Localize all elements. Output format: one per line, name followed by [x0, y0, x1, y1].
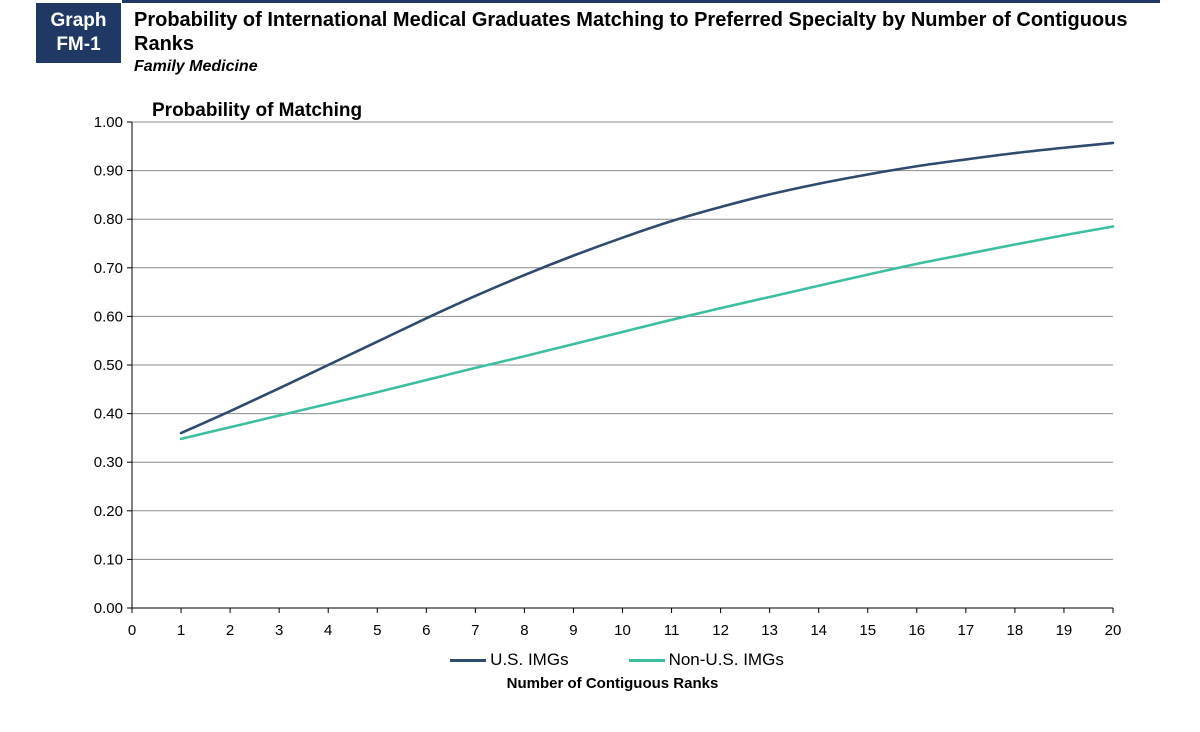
y-tick-label: 0.80 — [94, 211, 123, 228]
badge-line-2: FM-1 — [56, 34, 101, 55]
y-tick-label: 0.10 — [94, 551, 123, 568]
page-subtitle: Family Medicine — [134, 58, 258, 75]
x-tick-label: 6 — [422, 622, 430, 639]
x-tick-label: 15 — [859, 622, 876, 639]
y-tick-label: 0.00 — [94, 600, 123, 617]
x-tick-label: 14 — [810, 622, 827, 639]
y-axis-ticks: 0.00 0.10 0.20 0.30 0.40 0.50 0.60 0.70 0.80 0.90… — [94, 114, 132, 617]
x-tick-label: 16 — [908, 622, 925, 639]
x-tick-label: 7 — [471, 622, 479, 639]
y-tick-label: 1.00 — [94, 114, 123, 131]
legend-item-non-us-imgs: Non-U.S. IMGs — [628, 650, 784, 670]
top-rule — [122, 0, 1160, 3]
x-tick-label: 12 — [712, 622, 729, 639]
x-tick-label: 8 — [520, 622, 528, 639]
x-tick-label: 4 — [324, 622, 332, 639]
legend-label-non-us-imgs: Non-U.S. IMGs — [668, 650, 784, 669]
y-tick-label: 0.30 — [94, 454, 123, 471]
x-tick-label: 5 — [373, 622, 381, 639]
x-tick-label: 0 — [128, 622, 136, 639]
y-tick-label: 0.20 — [94, 503, 123, 520]
x-tick-label: 11 — [664, 622, 680, 639]
series-line-us-imgs — [179, 141, 1115, 435]
y-tick-label: 0.90 — [94, 163, 123, 180]
y-tick-label: 0.70 — [94, 260, 123, 277]
badge-line-1: Graph — [50, 10, 107, 31]
legend-item-us-imgs: U.S. IMGs — [450, 650, 569, 670]
x-tick-label: 10 — [614, 622, 631, 639]
series-line-non-us-imgs — [179, 225, 1115, 441]
legend-label-us-imgs: U.S. IMGs — [490, 650, 569, 669]
legend-swatch-non-us-imgs — [628, 658, 665, 662]
series-lines — [179, 141, 1115, 441]
x-tick-label: 17 — [958, 622, 975, 639]
x-tick-label: 9 — [569, 622, 577, 639]
x-tick-label: 1 — [177, 622, 185, 639]
x-tick-label: 18 — [1007, 622, 1024, 639]
x-tick-label: 2 — [226, 622, 234, 639]
x-axis-ticks: 0 1 2 3 4 5 6 7 8 9 10 11 12 13 14 15 16 17 18 19 20 — [128, 608, 1122, 639]
x-axis-label: Number of Contiguous Ranks — [506, 675, 719, 692]
y-tick-label: 0.40 — [94, 406, 123, 423]
x-tick-label: 19 — [1056, 622, 1073, 639]
axes — [131, 122, 1113, 609]
x-tick-label: 3 — [275, 622, 283, 639]
y-tick-label: 0.50 — [94, 357, 123, 374]
x-tick-label: 20 — [1105, 622, 1122, 639]
chart-title: Probability of Matching — [152, 100, 362, 121]
y-tick-label: 0.60 — [94, 308, 123, 325]
page-title: Probability of International Medical Gra… — [134, 9, 1128, 55]
legend-swatch-us-imgs — [450, 658, 487, 662]
graph-badge: Graph FM-1 — [36, 3, 121, 63]
legend: U.S. IMGs Non-U.S. IMGs — [0, 650, 1200, 670]
x-tick-label: 13 — [761, 622, 778, 639]
gridlines — [132, 121, 1113, 560]
